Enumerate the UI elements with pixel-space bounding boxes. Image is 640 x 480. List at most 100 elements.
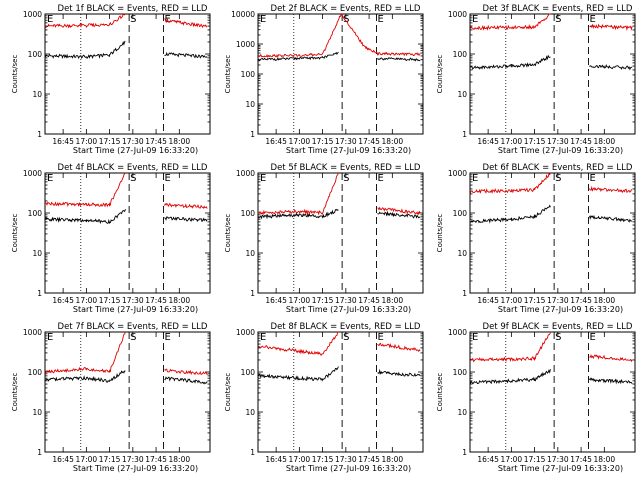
series-line <box>589 354 633 363</box>
y-tick-label: 100 <box>28 209 43 218</box>
x-tick-label: 17:30 <box>122 455 144 464</box>
x-tick-label: 16:45 <box>52 296 74 305</box>
series-line <box>45 331 126 374</box>
series-line <box>589 377 633 385</box>
marker-label-e: E <box>260 332 266 343</box>
y-tick-label: 1000 <box>448 10 467 19</box>
x-axis-label: Start Time (27-Jul-09 16:33:20) <box>73 464 198 473</box>
series-line <box>470 332 551 363</box>
series-line <box>377 57 421 62</box>
y-tick-label: 10 <box>32 90 42 99</box>
y-tick-label: 1 <box>37 289 42 298</box>
chart-title: Det 9f BLACK = Events, RED = LLD <box>483 322 633 332</box>
marker-label-e: E <box>590 173 596 184</box>
series-line <box>45 13 126 29</box>
x-tick-label: 17:30 <box>547 296 569 305</box>
x-axis-label: Start Time (27-Jul-09 16:33:20) <box>73 305 198 314</box>
y-axis-label: Counts/sec <box>11 55 19 94</box>
x-tick-label: 17:15 <box>99 137 121 146</box>
y-axis-label: Counts/sec <box>436 55 444 94</box>
x-tick-label: 18:00 <box>594 455 616 464</box>
series-line <box>377 210 421 219</box>
chart-title: Det 8f BLACK = Events, RED = LLD <box>271 322 421 332</box>
y-tick-label: 100 <box>453 50 468 59</box>
x-axis-label: Start Time (27-Jul-09 16:33:20) <box>498 464 623 473</box>
chart-title: Det 6f BLACK = Events, RED = LLD <box>483 163 633 173</box>
chart-panel-5: Det 5f BLACK = Events, RED = LLD 1 10 100 10… <box>224 163 424 314</box>
x-tick-label: 16:45 <box>265 137 287 146</box>
series-line <box>45 208 126 225</box>
x-tick-label: 18:00 <box>382 296 404 305</box>
x-tick-label: 17:00 <box>501 137 523 146</box>
x-tick-label: 17:15 <box>99 296 121 305</box>
y-tick-label: 1 <box>462 448 467 457</box>
series-line <box>258 51 339 62</box>
x-tick-label: 17:45 <box>570 137 592 146</box>
x-tick-label: 16:45 <box>477 137 499 146</box>
x-tick-label: 17:45 <box>145 455 167 464</box>
chart-title: Det 7f BLACK = Events, RED = LLD <box>58 322 208 332</box>
plot-frame <box>44 13 211 135</box>
x-tick-label: 17:30 <box>335 455 357 464</box>
x-axis-label: Start Time (27-Jul-09 16:33:20) <box>498 305 623 314</box>
marker-label-e: E <box>590 332 596 343</box>
y-tick-label: 1000 <box>23 10 42 19</box>
y-tick-label: 100 <box>241 368 256 377</box>
x-tick-label: 17:30 <box>122 137 144 146</box>
x-tick-label: 17:45 <box>570 455 592 464</box>
plot-frame <box>469 172 636 294</box>
series-line <box>377 368 421 377</box>
series-line <box>258 172 339 216</box>
x-tick-label: 18:00 <box>382 137 404 146</box>
plot-frame <box>469 13 636 135</box>
y-axis-label: Counts/sec <box>224 214 232 253</box>
series-line <box>45 370 126 383</box>
marker-label-s: S <box>555 173 561 184</box>
x-axis-label: Start Time (27-Jul-09 16:33:20) <box>286 464 411 473</box>
y-axis-label: Counts/sec <box>11 214 19 253</box>
x-tick-label: 17:15 <box>312 455 334 464</box>
x-tick-label: 16:45 <box>477 455 499 464</box>
x-axis-label: Start Time (27-Jul-09 16:33:20) <box>286 146 411 155</box>
y-tick-label: 1 <box>250 289 255 298</box>
x-tick-label: 18:00 <box>382 455 404 464</box>
chart-panel-7: Det 7f BLACK = Events, RED = LLD 1 10 100 10… <box>11 322 211 473</box>
x-tick-label: 17:45 <box>145 296 167 305</box>
x-tick-label: 17:15 <box>524 296 546 305</box>
y-tick-label: 10 <box>457 408 467 417</box>
marker-label-e: E <box>165 173 171 184</box>
y-axis-label: Counts/sec <box>436 214 444 253</box>
x-tick-label: 17:00 <box>501 455 523 464</box>
y-tick-label: 10 <box>32 408 42 417</box>
x-tick-label: 17:45 <box>358 296 380 305</box>
chart-panel-1: Det 1f BLACK = Events, RED = LLD 1 10 100 10… <box>11 4 211 155</box>
y-tick-label: 100 <box>241 70 256 79</box>
series-line <box>589 185 633 194</box>
marker-label-e: E <box>47 14 53 25</box>
series-line <box>164 216 208 223</box>
plot-frame <box>257 172 424 294</box>
y-axis-label: Counts/sec <box>11 373 19 412</box>
series-line <box>470 369 551 385</box>
y-tick-label: 1 <box>250 448 255 457</box>
y-tick-label: 1000 <box>23 328 42 337</box>
chart-title: Det 1f BLACK = Events, RED = LLD <box>58 4 208 14</box>
y-tick-label: 1000 <box>448 169 467 178</box>
chart-panel-3: Det 3f BLACK = Events, RED = LLD 1 10 100 10… <box>436 4 636 155</box>
x-tick-label: 17:30 <box>335 296 357 305</box>
x-tick-label: 17:30 <box>547 455 569 464</box>
x-tick-label: 17:15 <box>312 137 334 146</box>
x-tick-label: 17:15 <box>99 455 121 464</box>
y-tick-label: 1 <box>37 130 42 139</box>
plot-frame <box>44 331 211 453</box>
y-tick-label: 1000 <box>236 40 255 49</box>
chart-title: Det 3f BLACK = Events, RED = LLD <box>483 4 633 14</box>
series-line <box>258 366 339 382</box>
plot-frame <box>44 172 211 294</box>
series-line <box>470 54 551 70</box>
marker-label-s: S <box>555 332 561 343</box>
series-line <box>258 13 421 58</box>
y-tick-label: 100 <box>28 50 43 59</box>
x-tick-label: 17:15 <box>312 296 334 305</box>
